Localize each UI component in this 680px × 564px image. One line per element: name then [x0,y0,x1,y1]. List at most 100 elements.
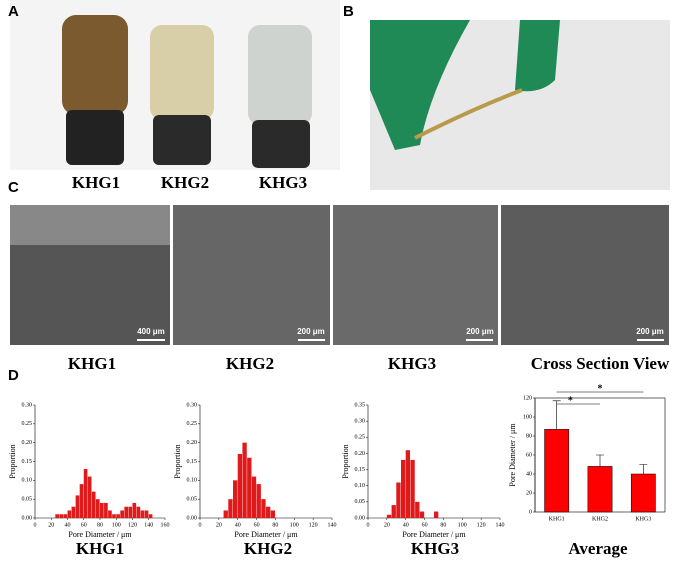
x-tick-label: 40 [65,522,71,528]
error-bar [596,454,604,467]
histogram-bar [71,506,76,518]
significance-mark: * [598,383,603,394]
y-tick-label: 0.20 [22,440,33,446]
y-tick-label: 0.30 [355,419,366,425]
y-axis-label: Pore Diameter / μm [508,423,517,487]
histogram-bar [223,510,228,518]
histogram-bar [144,510,149,518]
histogram-bar [419,511,425,518]
y-tick-label: 0.30 [22,402,33,408]
x-tick-label: 140 [328,522,337,528]
histogram-bar [83,469,88,518]
chart-caption: KHG1 [76,539,124,558]
sem-label: Cross Section View [531,354,670,373]
y-tick-label: 0.20 [187,440,198,446]
histogram-bar [266,506,271,518]
histogram-bar [140,510,145,518]
x-tick-label: 80 [440,522,446,528]
x-tick-label: 0 [367,522,370,528]
x-axis-label: Pore Diameter / μm [68,530,132,539]
scale-bar: 200 μm [466,327,494,336]
x-tick-label: 20 [216,522,222,528]
photo-label: KHG3 [259,173,307,192]
x-tick-label: 160 [161,522,170,528]
x-tick-label: 20 [48,522,54,528]
panel-label: B [343,3,354,20]
histogram-bar [256,484,261,518]
histogram-bar [59,514,64,518]
histogram-bar [132,502,137,518]
histogram-bar [242,442,247,518]
histogram-bar [396,482,401,518]
histogram-bar [91,491,96,518]
chart-caption: KHG2 [244,539,292,558]
scale-bar: 400 μm [137,327,165,336]
histogram-bar [124,506,129,518]
histogram-bar [228,499,233,518]
x-axis-label: Pore Diameter / μm [234,530,298,539]
y-tick-label: 0.25 [22,421,33,427]
histogram-bar [233,480,238,518]
histogram-bar [104,502,108,518]
panel-label: D [8,367,19,384]
sem-label: KHG2 [226,354,274,373]
y-tick-label: 0.00 [22,515,33,521]
histogram-bar [386,514,392,518]
x-axis-label: Pore Diameter / μm [402,530,466,539]
histogram-bar [434,511,439,518]
y-tick-label: 40 [526,471,532,477]
histogram-bar [261,499,266,518]
bar [587,466,613,513]
y-tick-label: 0.20 [355,451,366,457]
x-tick-label: 100 [290,522,299,528]
x-tick-label: 80 [272,522,278,528]
panel-label: C [8,179,19,196]
scale-bar: 200 μm [636,327,664,336]
stretch-photo [370,20,670,190]
y-tick-label: 0.35 [355,402,366,408]
scale-bar: 200 μm [297,327,325,336]
histogram-bar [108,510,112,518]
significance-mark: * [568,395,573,406]
histogram-bar [415,501,420,518]
y-tick-label: 0.00 [355,515,366,521]
x-tick-label: 20 [384,522,390,528]
x-tick-label: 120 [128,522,137,528]
histogram-bar [405,450,411,518]
error-bar [639,464,648,474]
histogram-bar [100,502,104,518]
y-tick-label: 80 [526,433,532,439]
y-tick-label: 0.10 [22,478,33,484]
histogram-bar [67,510,72,518]
y-tick-label: 0.10 [187,478,198,484]
y-axis-label: Proportion [173,444,182,478]
x-tick-label: 60 [422,522,428,528]
histogram-bar [391,505,396,518]
bar [544,429,570,513]
y-tick-label: 0.05 [22,497,33,503]
y-tick-label: 100 [523,414,532,420]
y-axis-label: Proportion [8,444,17,478]
sem-label: KHG3 [388,354,436,373]
x-tick-label: KHG1 [549,516,565,522]
histogram-bar [120,510,124,518]
y-tick-label: 0.10 [355,483,366,489]
x-tick-label: 140 [144,522,153,528]
histogram-bar [237,453,243,518]
y-tick-label: 0.00 [187,515,198,521]
y-tick-label: 0.25 [187,421,198,427]
histogram-bar [270,510,276,518]
y-tick-label: 120 [523,395,532,401]
histogram-bar [136,506,141,518]
histogram-bar [75,495,80,518]
chart-caption: Average [568,539,628,558]
histogram-bar [55,514,59,518]
x-tick-label: 120 [309,522,318,528]
sem-images [10,205,669,345]
x-tick-label: 0 [199,522,202,528]
y-tick-label: 20 [526,490,532,496]
x-tick-label: 40 [235,522,241,528]
x-tick-label: 120 [477,522,486,528]
y-axis-label: Proportion [341,444,350,478]
